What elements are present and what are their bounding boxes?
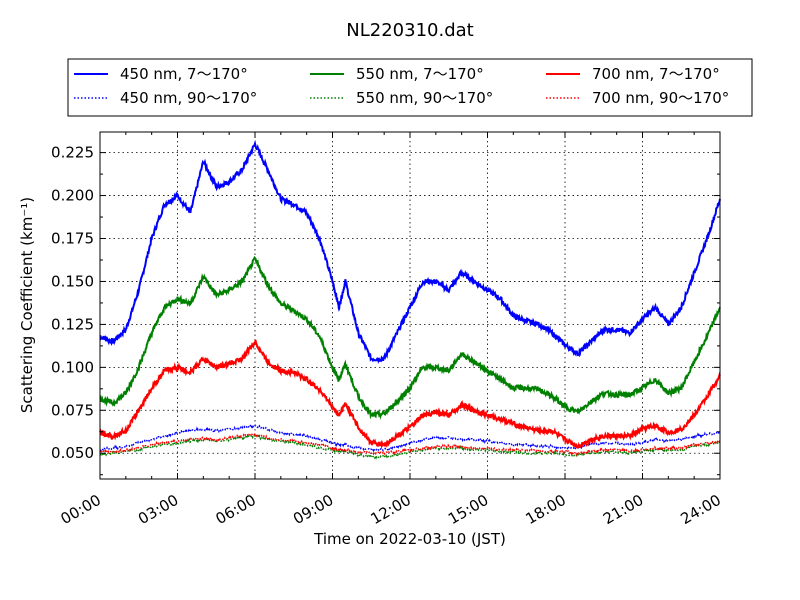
legend-label-5: 700 nm, 90～170°: [592, 89, 729, 107]
y-tick-label: 0.050: [51, 444, 94, 462]
legend-label-2: 550 nm, 7～170°: [356, 65, 484, 83]
series-line-1: [99, 423, 721, 453]
x-tick-label: 06:00: [213, 491, 259, 528]
y-axis-label: Scattering Coefficient (km⁻¹): [18, 197, 36, 413]
series-line-2: [99, 255, 721, 420]
x-tick-label: 24:00: [678, 491, 724, 528]
x-tick-label: 09:00: [290, 491, 336, 528]
x-tick-label: 00:00: [58, 491, 104, 528]
x-tick-label: 15:00: [445, 491, 491, 528]
legend-label-1: 450 nm, 90～170°: [120, 89, 257, 107]
x-tick-label: 03:00: [135, 491, 181, 528]
y-tick-label: 0.200: [51, 187, 94, 205]
x-tick-label: 12:00: [368, 491, 414, 528]
x-tick-label: 21:00: [600, 491, 646, 528]
series-line-4: [99, 339, 721, 450]
y-tick-label: 0.225: [51, 144, 94, 162]
x-axis-label: Time on 2022-03-10 (JST): [313, 530, 506, 548]
y-tick-label: 0.100: [51, 358, 94, 376]
y-axis: 0.050 0.075 0.100 0.125 0.150 0.175 0.200 0.225: [51, 144, 720, 476]
y-tick-label: 0.150: [51, 272, 94, 290]
legend-frame: [67, 58, 753, 117]
y-tick-label: 0.075: [51, 401, 94, 419]
legend-label-0: 450 nm, 7～170°: [120, 65, 248, 83]
series-line-5: [99, 432, 721, 457]
y-tick-label: 0.125: [51, 315, 94, 333]
chart-title: NL220310.dat: [346, 20, 473, 41]
y-tick-label: 0.175: [51, 230, 94, 248]
series-layer: [99, 139, 721, 460]
legend: 450 nm, 7～170° 550 nm, 7～170° 700 nm, 7～17…: [67, 58, 753, 117]
legend-label-3: 550 nm, 90～170°: [356, 89, 493, 107]
grid: [100, 132, 720, 479]
legend-label-4: 700 nm, 7～170°: [592, 65, 720, 83]
x-tick-label: 18:00: [523, 491, 569, 528]
series-line-3: [99, 433, 721, 460]
series-line-0: [99, 139, 721, 365]
